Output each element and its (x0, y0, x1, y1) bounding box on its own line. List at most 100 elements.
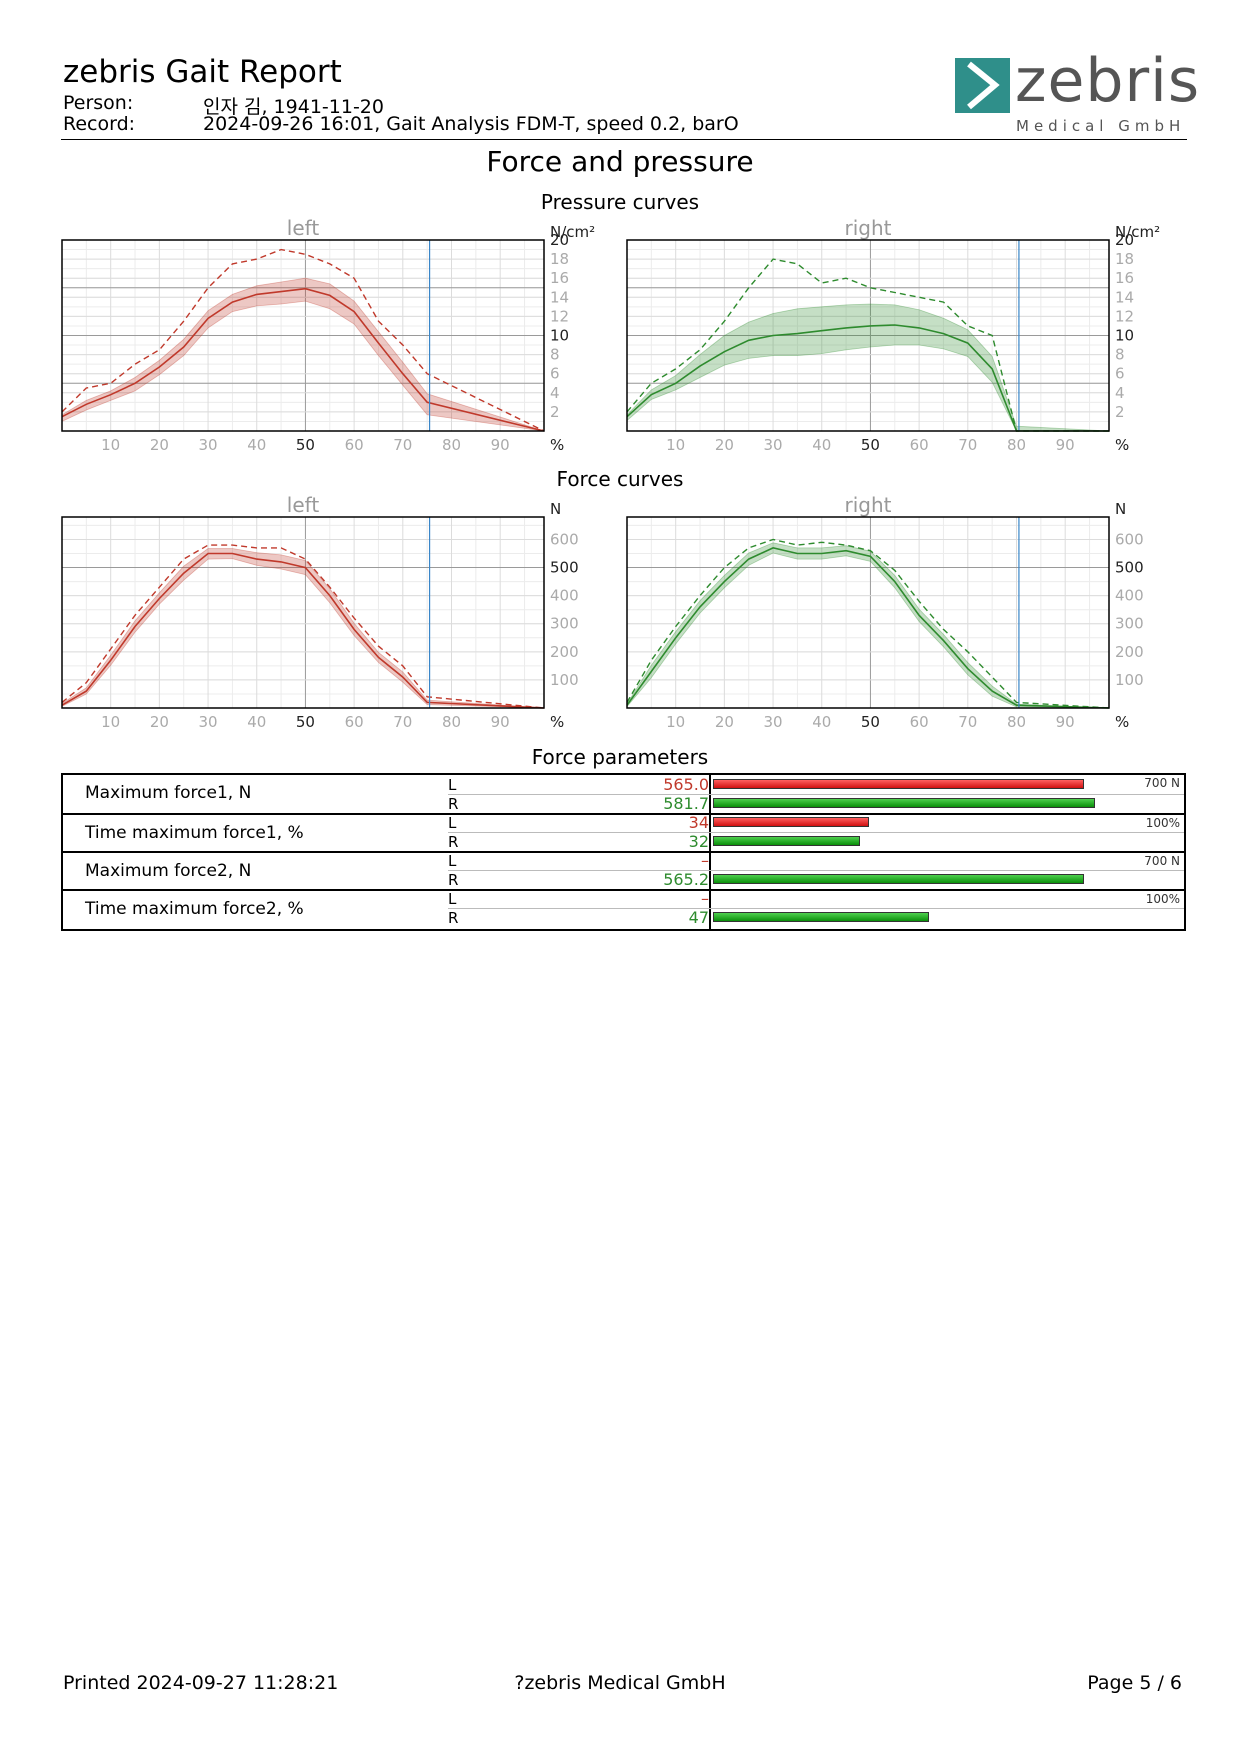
right-label: R (448, 833, 459, 851)
force-left-title: left (286, 493, 320, 517)
y-tick-label: 4 (550, 384, 560, 402)
x-tick-label: 70 (393, 713, 412, 731)
x-tick-label: 10 (101, 713, 120, 731)
left-label: L (448, 814, 457, 832)
footer-printed: Printed 2024-09-27 11:28:21 (63, 1672, 339, 1694)
left-value: 34 (688, 813, 709, 832)
x-tick-label: 20 (715, 713, 734, 731)
x-tick-label: 80 (1007, 713, 1026, 731)
y-tick-label: 300 (1115, 615, 1144, 633)
x-unit-label: % (1115, 713, 1129, 731)
scale-label: 700 N (1144, 776, 1180, 790)
x-tick-label: 30 (199, 436, 218, 454)
report-title: zebris Gait Report (63, 54, 342, 90)
pressure-left-title: left (286, 216, 320, 240)
force-left-chart: 10 20 30 40 50 60 70 80 90 100 200 300 400 500 600 N% (61, 500, 579, 731)
row-midline (448, 908, 1184, 909)
right-label: R (448, 795, 459, 813)
y-tick-label: 400 (550, 587, 579, 605)
plot-frame (626, 516, 1110, 709)
y-tick-label: 12 (1115, 307, 1134, 325)
x-tick-label: 10 (101, 436, 120, 454)
right-label: R (448, 871, 459, 889)
y-tick-label: 20 (550, 231, 569, 249)
param-name: Time maximum force1, % (85, 823, 304, 843)
y-tick-label: 400 (1115, 587, 1144, 605)
y-unit-label: N (1115, 500, 1126, 518)
y-tick-label: 300 (550, 615, 579, 633)
left-label: L (448, 852, 457, 870)
major-grid (62, 517, 544, 708)
max-line (61, 248, 545, 432)
left-label: L (448, 890, 457, 908)
person-label: Person: (63, 92, 134, 114)
x-tick-label: 20 (150, 713, 169, 731)
x-tick-label: 40 (812, 436, 831, 454)
y-unit-label: N/cm² (550, 223, 595, 241)
std-band (61, 277, 545, 432)
x-tick-label: 80 (442, 436, 461, 454)
max-line (626, 258, 1109, 432)
pressure-right-title: right (844, 216, 892, 240)
right-label: R (448, 909, 459, 927)
left-label: L (448, 776, 457, 794)
right-value: 581.7 (663, 794, 709, 813)
force-parameters-heading: Force parameters (531, 745, 709, 769)
max-line (61, 544, 545, 709)
plot-frame (61, 516, 545, 709)
x-tick-label: 50 (296, 436, 315, 454)
footer-page: Page 5 / 6 (1087, 1672, 1182, 1694)
left-value-bar (713, 817, 870, 827)
y-tick-label: 2 (1115, 403, 1125, 421)
mean-line (626, 324, 1109, 432)
x-tick-label: 10 (666, 713, 685, 731)
x-tick-label: 90 (1056, 713, 1075, 731)
x-tick-label: 40 (247, 713, 266, 731)
y-tick-label: 14 (1115, 288, 1134, 306)
y-tick-label: 14 (550, 288, 569, 306)
x-tick-label: 70 (958, 436, 977, 454)
row-midline (448, 794, 1184, 795)
logo-wordmark: zebris (1015, 46, 1201, 116)
record-value: 2024-09-26 16:01, Gait Analysis FDM-T, s… (203, 113, 739, 135)
person-value: 인자 김, 1941-11-20 (203, 96, 384, 118)
x-tick-label: 50 (861, 436, 880, 454)
x-tick-label: 70 (958, 713, 977, 731)
x-tick-label: 60 (910, 713, 929, 731)
mean-line (61, 287, 545, 432)
y-tick-label: 100 (550, 671, 579, 689)
footer-copyright: ?zebris Medical GmbH (514, 1672, 726, 1694)
param-name: Maximum force1, N (85, 783, 252, 803)
right-value: 47 (688, 908, 709, 927)
y-tick-label: 500 (550, 559, 579, 577)
y-tick-label: 16 (550, 269, 569, 287)
header-divider (61, 139, 1187, 140)
y-tick-label: 10 (1115, 327, 1134, 345)
right-value-bar (713, 798, 1096, 808)
x-tick-label: 60 (345, 436, 364, 454)
x-tick-label: 60 (345, 713, 364, 731)
minor-grid (62, 517, 544, 708)
force-right-chart: 10 20 30 40 50 60 70 80 90 100 200 300 400 500 600 N% (626, 500, 1144, 731)
x-tick-label: 80 (1007, 436, 1026, 454)
y-unit-label: N/cm² (1115, 223, 1160, 241)
left-value: – (701, 889, 709, 908)
x-tick-label: 40 (812, 713, 831, 731)
x-tick-label: 40 (247, 436, 266, 454)
right-value: 565.2 (663, 870, 709, 889)
mean-line (626, 547, 1110, 709)
param-row-time-max-force1: Time maximum force1, % L R 34 32 100% (63, 813, 1184, 853)
y-tick-label: 200 (550, 643, 579, 661)
param-row-max-force2: Maximum force2, N L R – 565.2 700 N (63, 851, 1184, 891)
scale-label: 100% (1145, 892, 1180, 906)
x-unit-label: % (550, 713, 564, 731)
y-tick-label: 18 (550, 250, 569, 268)
force-curves-heading: Force curves (556, 467, 684, 491)
y-tick-label: 18 (1115, 250, 1134, 268)
y-tick-label: 10 (550, 327, 569, 345)
x-unit-label: % (550, 436, 564, 454)
x-tick-label: 50 (861, 713, 880, 731)
max-line (626, 538, 1110, 709)
row-midline (448, 870, 1184, 871)
